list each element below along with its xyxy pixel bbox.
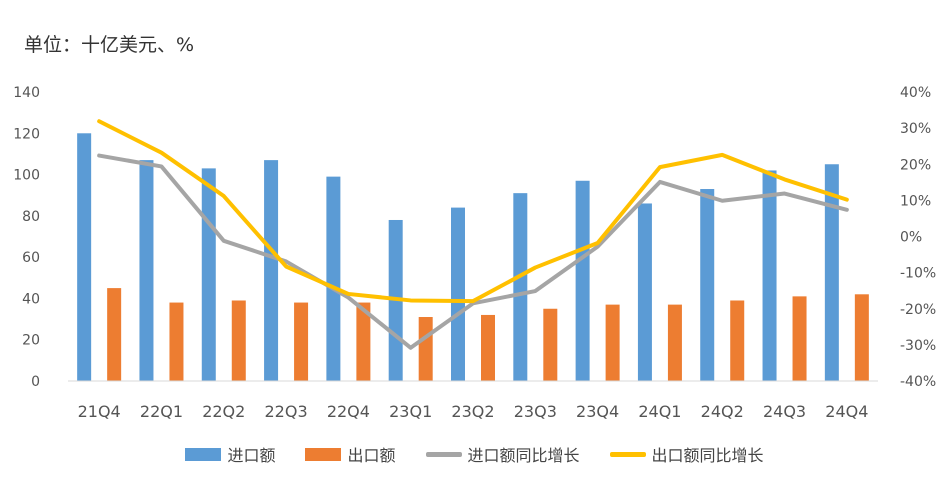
legend-label: 出口额 — [347, 446, 396, 465]
export-bar — [418, 317, 433, 381]
x-tick-label: 23Q1 — [389, 402, 432, 421]
y-right-tick-label: 40% — [900, 85, 931, 101]
x-tick-label: 21Q4 — [78, 402, 121, 421]
export-bar — [854, 294, 869, 381]
x-tick-label: 24Q4 — [825, 402, 868, 421]
export-bar — [667, 304, 682, 381]
y-right-tick-label: -10% — [900, 266, 936, 282]
bars-layer — [77, 133, 869, 381]
left-axis-ticks: 0 20 40 60 80 100 120 140 — [13, 85, 40, 390]
right-axis-ticks: -40% -30% -20% -10% 0% 10% 20% 30% 40% — [900, 85, 936, 390]
legend-item: 出口额 — [305, 442, 396, 466]
x-tick-label: 23Q2 — [451, 402, 494, 421]
legend-swatch — [609, 451, 646, 457]
import-bar — [77, 133, 92, 381]
export-bar — [730, 300, 745, 381]
combo-chart: 0 20 40 60 80 100 120 140 -40% -30% -20% -10% 0% 10%… — [13, 85, 936, 421]
y-left-tick-label: 140 — [13, 85, 40, 101]
legend-item: 出口额同比增长 — [609, 442, 764, 466]
y-right-tick-label: 30% — [900, 121, 931, 137]
legend-label: 进口额同比增长 — [467, 446, 580, 465]
import-bar — [513, 193, 528, 381]
unit-label: 单位：十亿美元、% — [24, 34, 195, 56]
legend-swatch — [425, 451, 462, 457]
y-right-tick-label: -40% — [900, 374, 936, 390]
y-left-tick-label: 60 — [22, 250, 40, 266]
export-bar — [107, 288, 122, 381]
legend-item: 进口额 — [185, 442, 275, 466]
legend-item: 进口额同比增长 — [425, 442, 580, 466]
export-bar — [169, 302, 184, 381]
y-right-tick-label: 20% — [900, 157, 931, 173]
x-tick-label: 24Q1 — [638, 402, 681, 421]
y-right-tick-label: 0% — [900, 230, 922, 246]
x-tick-label: 22Q4 — [327, 402, 370, 421]
legend-label: 出口额同比增长 — [651, 446, 764, 465]
export-bar — [481, 314, 495, 381]
y-left-tick-label: 20 — [22, 333, 40, 349]
legend-swatch — [185, 447, 222, 461]
y-left-tick-label: 80 — [22, 209, 40, 225]
legend-swatch — [305, 447, 342, 461]
x-tick-label: 22Q3 — [265, 402, 308, 421]
x-tick-label: 22Q2 — [202, 402, 245, 421]
y-left-tick-label: 40 — [22, 291, 40, 307]
export-bar — [543, 308, 558, 381]
import-growth-line — [97, 153, 849, 350]
lines-layer — [97, 119, 849, 350]
import-bar — [637, 203, 652, 381]
export-bar — [231, 300, 246, 381]
export-bar — [294, 302, 309, 381]
export-bar — [356, 302, 371, 381]
y-left-tick-label: 0 — [31, 374, 40, 390]
x-tick-label: 23Q4 — [576, 402, 619, 421]
export-growth-line — [97, 119, 849, 304]
export-bar — [792, 296, 807, 381]
import-bar — [264, 160, 279, 381]
x-tick-label: 24Q2 — [701, 402, 744, 421]
y-left-tick-label: 120 — [13, 126, 40, 142]
y-right-tick-label: -20% — [900, 302, 936, 318]
x-tick-label: 24Q3 — [763, 402, 806, 421]
y-right-tick-label: 10% — [900, 193, 931, 209]
import-bar — [762, 170, 777, 381]
import-bar — [700, 189, 715, 381]
import-bar — [451, 207, 465, 381]
export-bar — [605, 304, 620, 381]
y-left-tick-label: 100 — [13, 168, 40, 184]
x-tick-label: 22Q1 — [140, 402, 183, 421]
legend: 进口额 出口额 进口额同比增长 出口额同比增长 — [0, 441, 949, 467]
import-bar — [139, 160, 154, 381]
import-bar — [575, 180, 590, 381]
import-bar — [824, 164, 839, 381]
import-bar — [201, 168, 216, 381]
import-bar — [326, 176, 341, 381]
x-axis-ticks: 21Q4 22Q1 22Q2 22Q3 22Q4 23Q1 23Q2 23Q3 23Q4 24Q1… — [68, 380, 878, 421]
x-tick-label: 23Q3 — [514, 402, 557, 421]
legend-label: 进口额 — [227, 446, 276, 465]
y-right-tick-label: -30% — [900, 338, 936, 354]
